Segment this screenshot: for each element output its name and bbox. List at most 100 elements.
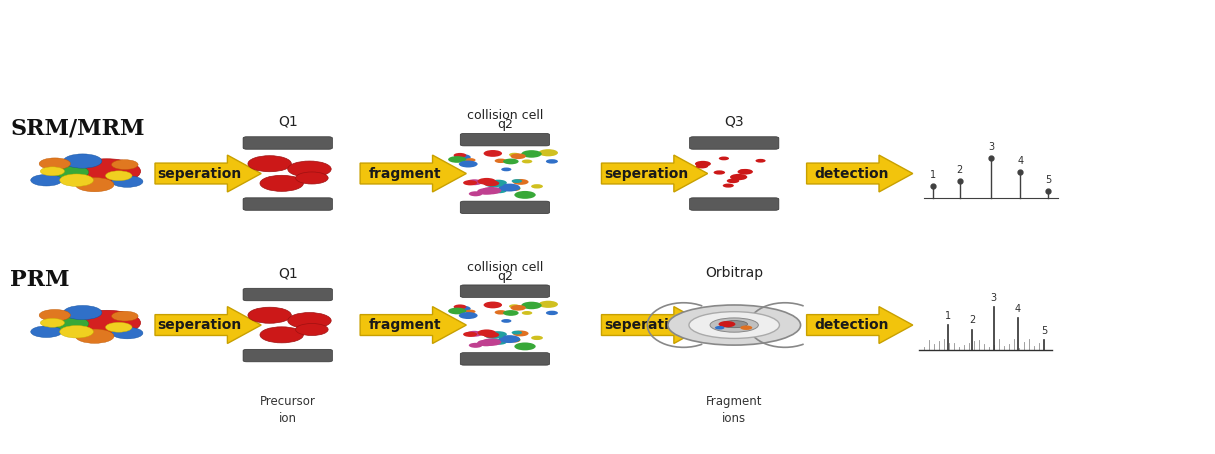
Circle shape (531, 336, 543, 340)
Circle shape (448, 156, 467, 163)
FancyArrow shape (156, 306, 261, 344)
Circle shape (75, 329, 114, 343)
Text: fragment: fragment (368, 318, 441, 332)
Circle shape (63, 306, 102, 320)
Text: collision cell: collision cell (467, 261, 543, 274)
Circle shape (490, 180, 507, 186)
FancyBboxPatch shape (460, 133, 549, 146)
Circle shape (45, 316, 89, 332)
Circle shape (481, 339, 502, 346)
Circle shape (509, 153, 520, 157)
Circle shape (499, 183, 520, 192)
Circle shape (288, 161, 332, 177)
Circle shape (490, 331, 507, 337)
Circle shape (521, 302, 542, 309)
Circle shape (459, 312, 477, 319)
Circle shape (740, 326, 752, 330)
Circle shape (484, 301, 502, 308)
Circle shape (45, 164, 89, 180)
Circle shape (538, 301, 558, 308)
FancyBboxPatch shape (243, 137, 333, 149)
Circle shape (491, 339, 507, 345)
Ellipse shape (689, 312, 780, 338)
Circle shape (510, 186, 520, 190)
Text: 3: 3 (990, 293, 996, 303)
FancyBboxPatch shape (243, 198, 333, 210)
FancyBboxPatch shape (690, 137, 779, 149)
Ellipse shape (720, 321, 747, 328)
Circle shape (485, 331, 504, 339)
Circle shape (696, 164, 708, 168)
Circle shape (112, 327, 143, 339)
Circle shape (112, 176, 143, 188)
Text: 2: 2 (956, 165, 963, 175)
FancyArrow shape (156, 155, 261, 192)
Text: q2: q2 (497, 270, 513, 283)
Text: 3: 3 (988, 142, 994, 152)
Circle shape (502, 168, 512, 171)
Circle shape (30, 326, 62, 337)
Circle shape (713, 170, 725, 175)
Circle shape (40, 318, 64, 327)
FancyArrow shape (807, 155, 912, 192)
FancyBboxPatch shape (690, 198, 779, 210)
Text: fragment: fragment (368, 167, 441, 181)
Circle shape (73, 311, 141, 336)
Circle shape (465, 310, 475, 314)
Text: seperation: seperation (604, 167, 688, 181)
Text: q2: q2 (497, 118, 513, 131)
Text: Q1: Q1 (278, 115, 298, 129)
FancyArrow shape (601, 155, 707, 192)
Text: 4: 4 (1017, 156, 1023, 166)
Text: detection: detection (814, 167, 888, 181)
Circle shape (477, 188, 495, 195)
Circle shape (260, 327, 304, 343)
Text: 1: 1 (945, 311, 951, 321)
Circle shape (465, 158, 475, 162)
Circle shape (295, 172, 328, 184)
Circle shape (39, 158, 70, 169)
Circle shape (248, 307, 292, 323)
Circle shape (510, 338, 520, 342)
Text: 2: 2 (968, 316, 976, 326)
Ellipse shape (668, 305, 801, 345)
Circle shape (477, 340, 495, 346)
Text: Fragment
ions: Fragment ions (706, 395, 763, 425)
Circle shape (288, 312, 332, 329)
Circle shape (295, 324, 328, 336)
Circle shape (503, 310, 519, 316)
Circle shape (463, 180, 477, 185)
Circle shape (39, 310, 70, 321)
Circle shape (509, 338, 520, 342)
FancyBboxPatch shape (243, 349, 333, 362)
Circle shape (477, 178, 496, 185)
Circle shape (459, 161, 477, 168)
Circle shape (738, 169, 753, 175)
Circle shape (485, 180, 504, 188)
Circle shape (453, 305, 467, 309)
Circle shape (453, 153, 467, 158)
Circle shape (513, 331, 529, 336)
FancyBboxPatch shape (460, 285, 549, 297)
Circle shape (756, 159, 765, 163)
Text: 5: 5 (1045, 175, 1051, 185)
FancyBboxPatch shape (460, 353, 549, 365)
Circle shape (60, 326, 94, 338)
Circle shape (503, 158, 519, 164)
Circle shape (106, 171, 132, 181)
Circle shape (730, 174, 747, 180)
Circle shape (514, 191, 536, 199)
Circle shape (521, 159, 532, 163)
Circle shape (63, 154, 102, 168)
Circle shape (499, 335, 520, 343)
Circle shape (723, 183, 734, 188)
Circle shape (463, 332, 477, 337)
Circle shape (481, 187, 502, 194)
Circle shape (484, 180, 499, 186)
Text: 4: 4 (1015, 304, 1021, 314)
Circle shape (495, 310, 507, 315)
Circle shape (546, 159, 558, 163)
Circle shape (248, 156, 292, 172)
Circle shape (509, 304, 520, 308)
Circle shape (454, 154, 470, 160)
